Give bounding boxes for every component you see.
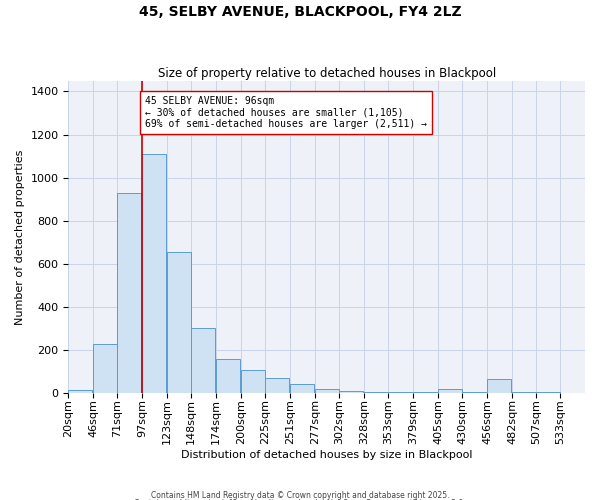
Bar — [167, 252, 191, 393]
Bar — [339, 391, 363, 393]
Bar — [413, 392, 437, 393]
Bar — [438, 389, 462, 393]
Bar — [241, 370, 265, 393]
Bar — [536, 392, 560, 393]
Bar — [364, 392, 388, 393]
Y-axis label: Number of detached properties: Number of detached properties — [15, 149, 25, 324]
Bar — [265, 378, 289, 393]
Bar — [487, 379, 511, 393]
Text: Contains HM Land Registry data © Crown copyright and database right 2025.: Contains HM Land Registry data © Crown c… — [151, 490, 449, 500]
Text: 45, SELBY AVENUE, BLACKPOOL, FY4 2LZ: 45, SELBY AVENUE, BLACKPOOL, FY4 2LZ — [139, 5, 461, 19]
Bar — [142, 154, 166, 393]
Title: Size of property relative to detached houses in Blackpool: Size of property relative to detached ho… — [158, 66, 496, 80]
Bar — [68, 390, 92, 393]
Bar — [315, 389, 339, 393]
Bar — [191, 328, 215, 393]
Bar — [512, 392, 536, 393]
Bar — [388, 392, 412, 393]
Text: Contains public sector information licensed under the Open Government Licence v3: Contains public sector information licen… — [134, 499, 466, 500]
Bar — [216, 358, 240, 393]
Bar — [94, 344, 118, 393]
Bar — [290, 384, 314, 393]
Bar — [118, 192, 142, 393]
X-axis label: Distribution of detached houses by size in Blackpool: Distribution of detached houses by size … — [181, 450, 472, 460]
Text: 45 SELBY AVENUE: 96sqm
← 30% of detached houses are smaller (1,105)
69% of semi-: 45 SELBY AVENUE: 96sqm ← 30% of detached… — [145, 96, 427, 129]
Bar — [462, 392, 486, 393]
